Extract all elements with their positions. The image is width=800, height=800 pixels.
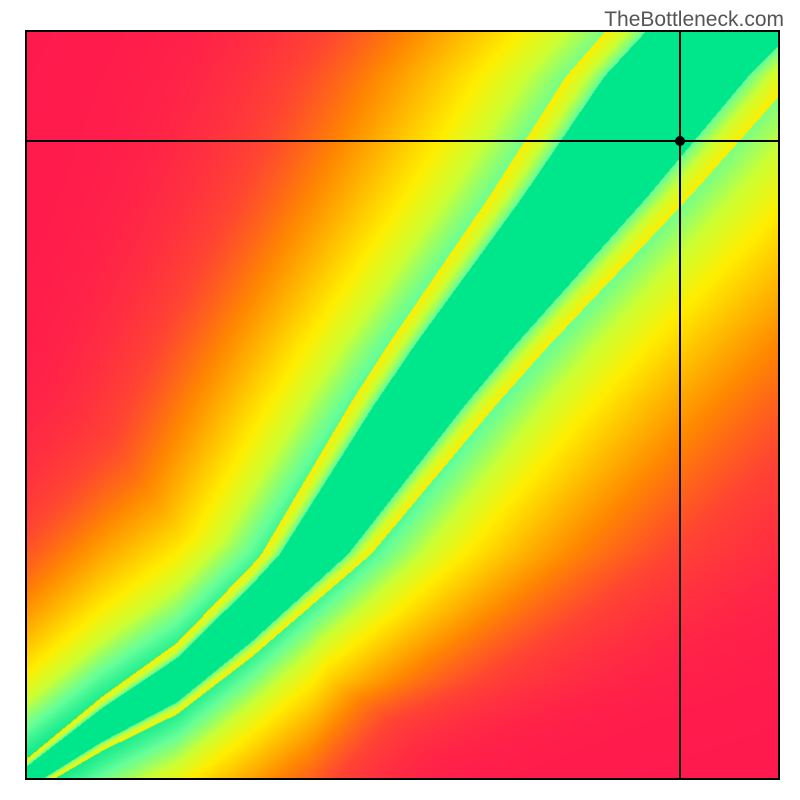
plot-frame: [25, 30, 780, 780]
watermark-text: TheBottleneck.com: [604, 8, 784, 32]
crosshair-horizontal: [27, 140, 778, 142]
crosshair-marker[interactable]: [675, 136, 685, 146]
heatmap-canvas: [27, 32, 778, 778]
